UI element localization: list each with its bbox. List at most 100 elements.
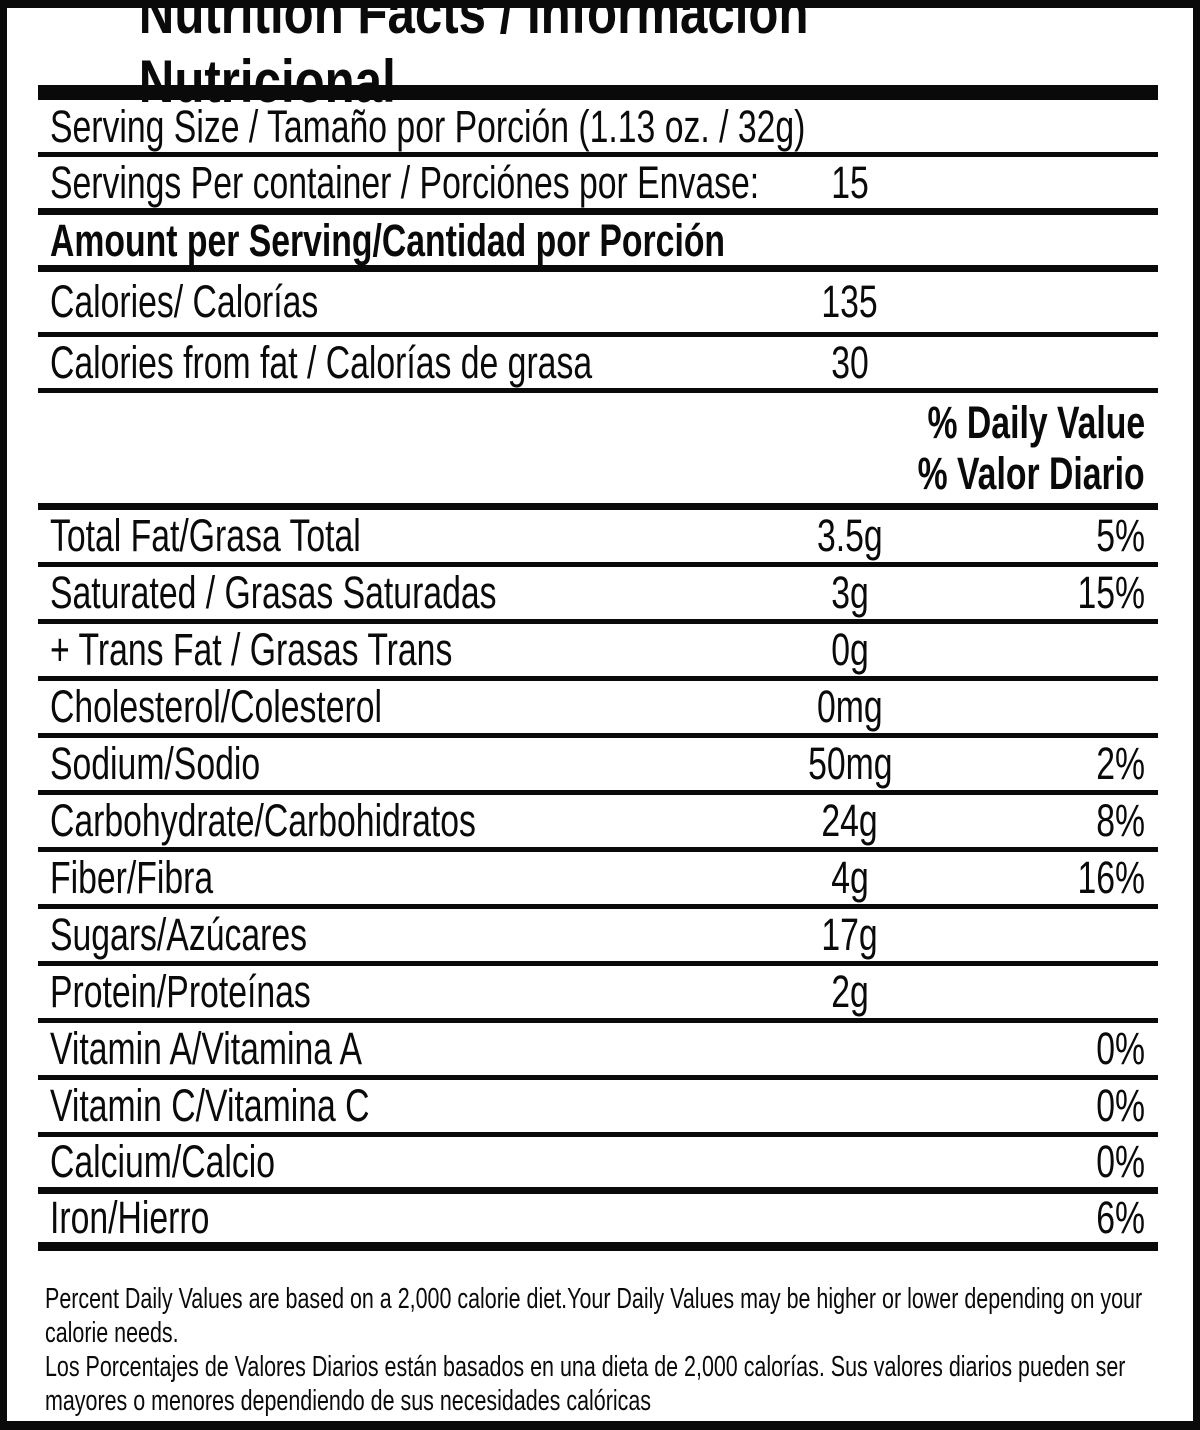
- nutrient-amount-cell: 24g: [730, 795, 970, 847]
- servings-per-container-label-cell: Servings Per container / Porciónes por E…: [50, 157, 759, 209]
- calories-value-cell: 135: [730, 276, 970, 328]
- nutrient-name-cell: Total Fat/Grasa Total: [50, 510, 730, 562]
- nutrient-daily-value: 16%: [1077, 852, 1145, 903]
- nutrient-name: Vitamin A/Vitamina A: [50, 1023, 363, 1074]
- nutrient-daily-value-cell: 0%: [970, 1136, 1158, 1188]
- nutrient-amount: 50mg: [807, 738, 893, 789]
- nutrient-amount-cell: 2g: [730, 966, 970, 1018]
- servings-per-container-value-cell: 15: [730, 157, 970, 209]
- nutrient-amount-cell: [730, 1192, 970, 1244]
- nutrient-row: Protein/Proteínas 2g: [38, 966, 1158, 1023]
- calories-from-fat-label-cell: Calories from fat / Calorías de grasa: [50, 337, 730, 389]
- nutrient-amount-cell: 4g: [730, 852, 970, 904]
- daily-value-header-en: % Daily Value: [927, 396, 1145, 448]
- nutrient-row: Vitamin A/Vitamina A 0%: [38, 1023, 1158, 1080]
- nutrient-name: Calcium/Calcio: [50, 1136, 276, 1187]
- nutrient-name: Cholesterol/Colesterol: [50, 681, 383, 732]
- amount-per-serving-row: Amount per Serving/Cantidad por Porción: [38, 215, 1158, 272]
- nutrient-name-cell: Saturated / Grasas Saturadas: [50, 567, 730, 619]
- nutrient-name: Fiber/Fibra: [50, 852, 214, 903]
- nutrient-row: Sugars/Azúcares 17g: [38, 909, 1158, 966]
- nutrient-daily-value: 15%: [1077, 567, 1145, 618]
- footnote: Percent Daily Values are based on a 2,00…: [38, 1282, 1158, 1418]
- nutrient-daily-value-cell: 2%: [970, 738, 1158, 790]
- nutrient-name-cell: Sodium/Sodio: [50, 738, 730, 790]
- calories-from-fat-value: 30: [831, 336, 869, 388]
- nutrient-name: Sodium/Sodio: [50, 738, 261, 789]
- nutrient-row: Fiber/Fibra 4g 16%: [38, 852, 1158, 909]
- nutrient-daily-value-cell: [970, 624, 1158, 676]
- servings-per-container-label: Servings Per container / Porciónes por E…: [50, 156, 760, 208]
- nutrient-row: Total Fat/Grasa Total 3.5g 5%: [38, 510, 1158, 567]
- nutrient-rows: Total Fat/Grasa Total 3.5g 5% Saturated …: [38, 510, 1158, 1251]
- nutrient-daily-value-cell: 15%: [970, 567, 1158, 619]
- nutrient-daily-value-cell: [970, 909, 1158, 961]
- footnote-english: Percent Daily Values are based on a 2,00…: [45, 1283, 1143, 1349]
- nutrient-daily-value-cell: [970, 966, 1158, 1018]
- nutrient-name: Saturated / Grasas Saturadas: [50, 567, 497, 618]
- amount-per-serving-heading: Amount per Serving/Cantidad por Porción: [50, 214, 726, 266]
- nutrient-row: Calcium/Calcio 0%: [38, 1137, 1158, 1194]
- nutrient-row: Iron/Hierro 6%: [38, 1194, 1158, 1251]
- nutrient-daily-value: 0%: [1096, 1023, 1145, 1074]
- nutrient-daily-value-cell: 6%: [970, 1192, 1158, 1244]
- calories-from-fat-label: Calories from fat / Calorías de grasa: [50, 336, 593, 388]
- serving-size-row: Serving Size / Tamaño por Porción (1.13 …: [38, 100, 1158, 157]
- nutrient-name: Total Fat/Grasa Total: [50, 510, 361, 561]
- nutrient-daily-value: 5%: [1096, 510, 1145, 561]
- serving-size-text: Serving Size / Tamaño por Porción (1.13 …: [50, 100, 806, 152]
- nutrient-name: Carbohydrate/Carbohidratos: [50, 795, 476, 846]
- nutrient-amount: 0mg: [817, 681, 883, 732]
- title-row: Nutrition Facts / Información Nutriciona…: [38, 8, 1158, 115]
- nutrient-name-cell: Calcium/Calcio: [50, 1136, 730, 1188]
- nutrient-amount-cell: 3g: [730, 567, 970, 619]
- nutrient-daily-value-cell: 5%: [970, 510, 1158, 562]
- nutrient-amount: 24g: [821, 795, 879, 846]
- calories-from-fat-value-cell: 30: [730, 337, 970, 389]
- nutrient-amount: 0g: [831, 624, 869, 675]
- nutrient-amount-cell: 50mg: [730, 738, 970, 790]
- calories-label-cell: Calories/ Calorías: [50, 276, 730, 328]
- nutrient-name: Vitamin C/Vitamina C: [50, 1080, 370, 1131]
- nutrient-daily-value-cell: 8%: [970, 795, 1158, 847]
- nutrient-name: + Trans Fat / Grasas Trans: [50, 624, 453, 675]
- nutrient-amount-cell: 17g: [730, 909, 970, 961]
- nutrient-name-cell: Sugars/Azúcares: [50, 909, 730, 961]
- nutrient-amount-cell: [730, 1080, 970, 1132]
- nutrient-amount: 3.5g: [817, 510, 883, 561]
- nutrient-name-cell: Vitamin A/Vitamina A: [50, 1023, 730, 1075]
- nutrient-row: Vitamin C/Vitamina C 0%: [38, 1080, 1158, 1137]
- calories-value: 135: [821, 276, 879, 327]
- nutrient-daily-value-cell: 16%: [970, 852, 1158, 904]
- nutrient-amount: 17g: [821, 909, 879, 960]
- nutrient-daily-value: 6%: [1096, 1192, 1145, 1243]
- nutrient-name-cell: Protein/Proteínas: [50, 966, 730, 1018]
- nutrient-amount-cell: 0mg: [730, 681, 970, 733]
- servings-per-container-row: Servings Per container / Porciónes por E…: [38, 157, 1158, 215]
- nutrient-daily-value-cell: 0%: [970, 1080, 1158, 1132]
- nutrient-daily-value: 0%: [1096, 1136, 1145, 1187]
- daily-value-header-es: % Valor Diario: [918, 448, 1145, 500]
- servings-per-container-value: 15: [831, 156, 869, 208]
- nutrient-name-cell: Cholesterol/Colesterol: [50, 681, 730, 733]
- nutrient-row: Carbohydrate/Carbohidratos 24g 8%: [38, 795, 1158, 852]
- nutrient-amount-cell: [730, 1023, 970, 1075]
- calories-from-fat-row: Calories from fat / Calorías de grasa 30: [38, 337, 1158, 393]
- page-title: Nutrition Facts / Información Nutriciona…: [138, 0, 809, 115]
- nutrient-amount: 3g: [831, 567, 869, 618]
- nutrient-row: Saturated / Grasas Saturadas 3g 15%: [38, 567, 1158, 624]
- calories-row: Calories/ Calorías 135: [38, 272, 1158, 337]
- nutrient-daily-value: 8%: [1096, 795, 1145, 846]
- calories-label: Calories/ Calorías: [50, 276, 319, 327]
- nutrient-row: Sodium/Sodio 50mg 2%: [38, 738, 1158, 795]
- nutrient-amount-cell: 0g: [730, 624, 970, 676]
- nutrient-name-cell: Carbohydrate/Carbohidratos: [50, 795, 730, 847]
- nutrient-amount-cell: [730, 1136, 970, 1188]
- nutrient-daily-value: 0%: [1096, 1080, 1145, 1131]
- nutrient-daily-value-cell: 0%: [970, 1023, 1158, 1075]
- nutrient-name-cell: Fiber/Fibra: [50, 852, 730, 904]
- footnote-spanish: Los Porcentajes de Valores Diarios están…: [45, 1351, 1126, 1417]
- nutrient-row: + Trans Fat / Grasas Trans 0g: [38, 624, 1158, 681]
- nutrient-daily-value-cell: [970, 681, 1158, 733]
